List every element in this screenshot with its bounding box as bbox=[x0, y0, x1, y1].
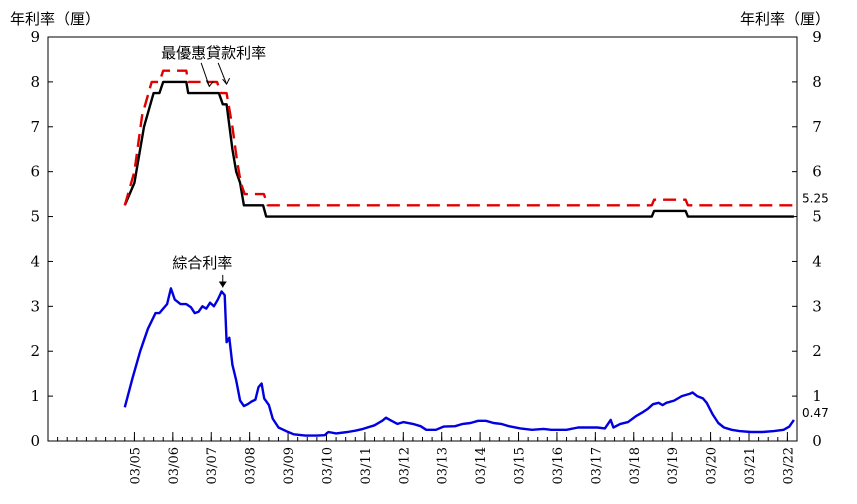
left-y-tick-label-0: 0 bbox=[30, 432, 40, 450]
prime-rate-line-low bbox=[123, 80, 794, 218]
plot-frame bbox=[47, 36, 798, 442]
right-y-tick-label-7: 7 bbox=[812, 118, 822, 136]
right-y-tick-label-2: 2 bbox=[812, 342, 822, 360]
prime-rate-arrow-1 bbox=[200, 62, 210, 87]
x-tick-label-12: 03/17 bbox=[589, 447, 604, 484]
right-unit-label: 年利率（厘） bbox=[740, 10, 830, 28]
right-y-tick-label-8: 8 bbox=[812, 73, 822, 91]
left-y-tick-label-7: 7 bbox=[30, 118, 40, 136]
left-y-tick-label-9: 9 bbox=[30, 28, 40, 46]
composite-rate-line bbox=[123, 287, 795, 437]
x-tick-label-13: 03/18 bbox=[628, 447, 643, 484]
x-tick-label-6: 03/11 bbox=[359, 447, 374, 484]
left-y-tick-label-2: 2 bbox=[30, 342, 40, 360]
composite-rate-annotation: 綜合利率 bbox=[172, 254, 232, 272]
right-y-tick-label-5: 5 bbox=[812, 208, 822, 226]
prime-rate-annotation: 最優惠貸款利率 bbox=[161, 44, 266, 62]
label-layer: 0 0 1 1 2 2 3 3 4 4 5 5 6 6 7 7 8 8 9 9 03/05 03/06 03/07 03/08… bbox=[30, 28, 828, 484]
prime-rate-arrowhead-1 bbox=[205, 80, 214, 88]
x-tick-label-16: 03/21 bbox=[743, 447, 758, 484]
x-tick-label-11: 03/16 bbox=[551, 447, 566, 484]
left-y-tick-label-4: 4 bbox=[30, 252, 40, 270]
left-y-tick-label-8: 8 bbox=[30, 73, 40, 91]
x-tick-label-15: 03/20 bbox=[705, 447, 720, 484]
x-tick-label-14: 03/19 bbox=[666, 447, 681, 484]
series-layer bbox=[123, 69, 795, 437]
x-tick-label-3: 03/08 bbox=[244, 447, 259, 484]
right-y-tick-label-6: 6 bbox=[812, 163, 822, 181]
x-tick-label-10: 03/15 bbox=[513, 447, 528, 484]
left-y-tick-label-1: 1 bbox=[30, 387, 40, 405]
x-tick-label-9: 03/14 bbox=[474, 447, 489, 484]
prime-rate-arrow-2 bbox=[217, 62, 228, 85]
prime-rate-line-high bbox=[123, 69, 794, 207]
right-y-tick-label-3: 3 bbox=[812, 297, 822, 315]
x-tick-label-4: 03/09 bbox=[282, 447, 297, 484]
right-y-tick-label-9: 9 bbox=[812, 28, 822, 46]
axis-layer bbox=[47, 36, 798, 442]
left-y-tick-label-3: 3 bbox=[30, 297, 40, 315]
left-y-tick-label-5: 5 bbox=[30, 208, 40, 226]
prime-rate-arrowhead-2 bbox=[222, 77, 231, 86]
end-label-1: 0.47 bbox=[802, 406, 829, 420]
end-label-0: 5.25 bbox=[802, 191, 829, 205]
left-unit-label: 年利率（厘） bbox=[10, 10, 100, 28]
right-y-tick-label-1: 1 bbox=[812, 387, 822, 405]
composite-rate-arrowhead bbox=[218, 281, 227, 288]
right-y-tick-label-4: 4 bbox=[812, 252, 822, 270]
x-tick-label-17: 03/22 bbox=[781, 447, 796, 484]
x-tick-label-2: 03/07 bbox=[205, 447, 220, 484]
left-y-tick-label-6: 6 bbox=[30, 163, 40, 181]
x-tick-label-0: 03/05 bbox=[128, 447, 143, 484]
right-y-tick-label-0: 0 bbox=[812, 432, 822, 450]
x-tick-label-1: 03/06 bbox=[167, 447, 182, 484]
x-tick-label-5: 03/10 bbox=[320, 447, 335, 484]
x-tick-label-8: 03/13 bbox=[436, 447, 451, 484]
x-tick-label-7: 03/12 bbox=[397, 447, 412, 484]
